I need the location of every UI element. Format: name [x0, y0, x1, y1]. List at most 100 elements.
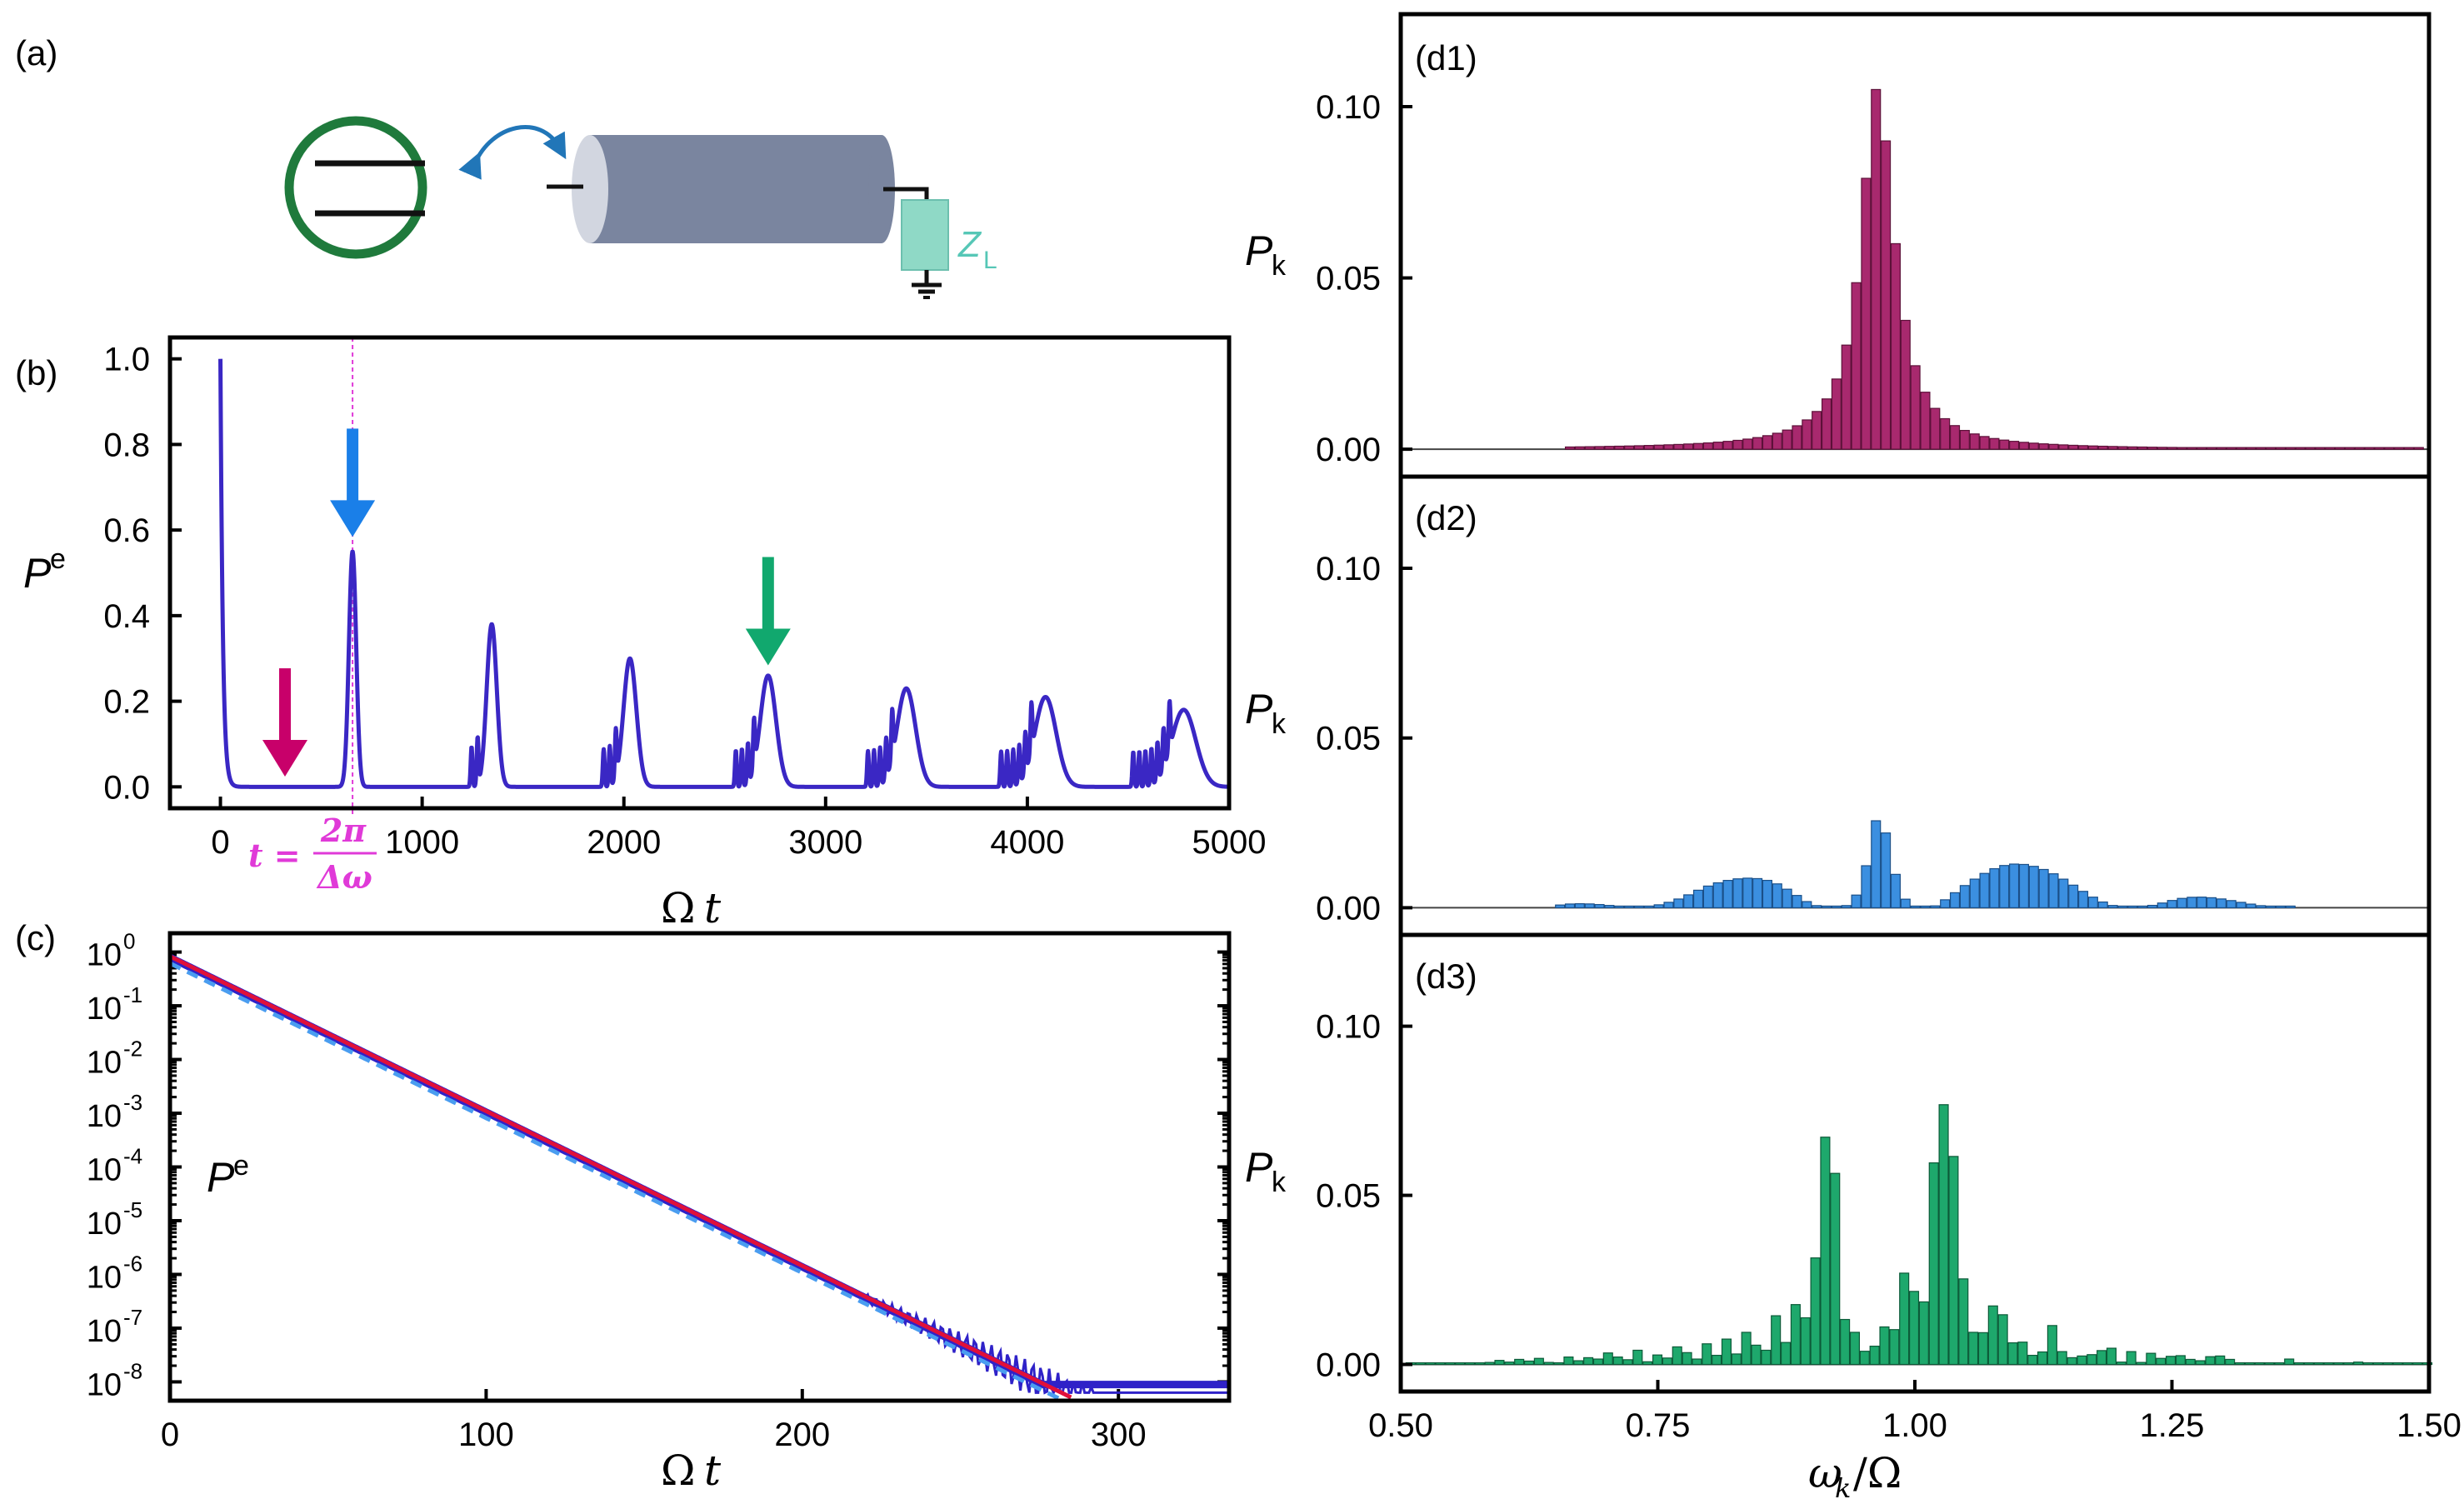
- spectrum-bar: [2187, 897, 2197, 909]
- spectrum-bar: [1920, 392, 1931, 450]
- spectrum-bar: [1890, 873, 1901, 909]
- spectrum-bar: [2058, 878, 2069, 908]
- panel-b-frame: [167, 335, 1232, 811]
- spectrum-bar: [2285, 905, 2296, 909]
- spectrum-bar: [2087, 1354, 2097, 1366]
- spectrum-bar: [1889, 1329, 1900, 1366]
- spectrum-bar: [2244, 1362, 2255, 1366]
- spectrum-bar: [1908, 1291, 1920, 1366]
- spectrum-bar: [1692, 889, 1704, 909]
- spectrum-bar: [2394, 447, 2405, 450]
- spectrum-bar: [2177, 897, 2187, 908]
- spectrum-bar: [2068, 884, 2079, 909]
- d-ytick-label: 0.10: [1316, 551, 1381, 587]
- spectrum-bar: [1624, 445, 1635, 450]
- spectrum-bar: [1702, 885, 1713, 909]
- spectrum-bar: [2097, 445, 2108, 450]
- spectrum-bar: [2077, 445, 2089, 450]
- c-ytick-base: 10: [87, 1046, 122, 1081]
- spectrum-bar: [2147, 904, 2157, 909]
- spectrum-bar: [1792, 425, 1802, 450]
- spectrum-bar: [1790, 1304, 1801, 1366]
- excited-population-decay-curve: [170, 953, 1229, 1389]
- spectrum-bar: [2353, 1362, 2364, 1366]
- spectrum-bar: [2333, 1362, 2344, 1366]
- spectrum-bar: [2187, 447, 2197, 450]
- spectrum-bar: [2323, 1362, 2334, 1366]
- b-ytick-label: 0.6: [103, 512, 150, 549]
- d-ytick-label: 0.05: [1316, 721, 1381, 757]
- spectrum-bar: [2048, 873, 2059, 909]
- spectrum-bar: [1594, 446, 1605, 450]
- spectrum-bar: [1642, 1361, 1653, 1366]
- spectrum-bar: [1742, 438, 1753, 450]
- spectrum-bar: [1662, 1357, 1672, 1366]
- panel-d: 0.00 0.05 0.10 0.00 0.05 0.10 0.00 0.05 0.10 0.50…: [1245, 12, 2462, 1499]
- panel-d-xlabel-main: ω: [1808, 1449, 1842, 1497]
- load-symbol: Z: [957, 224, 982, 265]
- spectrum-bar: [1742, 877, 1753, 909]
- spectrum-bar: [2382, 1362, 2393, 1366]
- spectrum-bar: [1989, 867, 2000, 909]
- c-ytick-base: 10: [87, 1207, 122, 1242]
- spectrum-bar: [2226, 900, 2237, 909]
- coupling-arrow-icon: [458, 125, 567, 180]
- spectrum-bar: [1455, 1362, 1466, 1366]
- panel-d2-ylabel-sub: k: [1272, 708, 1287, 740]
- load-subscript: L: [983, 247, 997, 274]
- spectrum-bar: [2127, 905, 2138, 909]
- spectrum-bar: [1425, 1362, 1436, 1366]
- spectrum-bar: [2216, 447, 2227, 450]
- spectrum-bar: [1514, 1358, 1525, 1366]
- spectrum-bar: [2205, 1356, 2216, 1366]
- spectrum-bar: [1553, 1362, 1564, 1366]
- spectrum-bar: [2354, 447, 2365, 450]
- load-resistor-icon: Z L: [883, 187, 997, 274]
- spectrum-bar: [1959, 429, 1970, 450]
- spectrum-bar: [1849, 1332, 1860, 1366]
- panel-a: (a) Z L: [15, 33, 997, 299]
- spectrum-bar: [1780, 1342, 1792, 1366]
- spectrum-bar: [1683, 443, 1694, 450]
- spectrum-bar: [1622, 1359, 1633, 1366]
- spectrum-bar: [2106, 1347, 2117, 1366]
- spectrum-bar: [1435, 1362, 1446, 1366]
- spectrum-bar: [2136, 1362, 2147, 1366]
- spectrum-bar: [1564, 446, 1576, 450]
- spectrum-bar: [1504, 1362, 1515, 1366]
- spectrum-bar: [2313, 1362, 2324, 1366]
- spectrum-bar: [1682, 1352, 1692, 1366]
- spectrum-bar: [1663, 444, 1674, 450]
- panel-b-xlabel-var: t: [704, 884, 722, 932]
- spectrum-bar: [2234, 1362, 2246, 1366]
- b-xtick-label: 1000: [385, 824, 459, 861]
- panel-d3-frame: [1398, 932, 2432, 1394]
- spectrum-bar: [1632, 1349, 1643, 1366]
- spectrum-bar: [1772, 883, 1782, 909]
- spectrum-bar: [2266, 905, 2277, 909]
- spectrum-bar: [2177, 447, 2187, 450]
- spectrum-bar: [2077, 1355, 2087, 1366]
- spectrum-bar: [1762, 435, 1772, 450]
- spectrum-bar: [2028, 442, 2039, 450]
- spectrum-bar: [1692, 442, 1704, 450]
- spectrum-bar: [1841, 344, 1852, 450]
- panel-b: (b) 0 1000 2000 3000 4000 5000 0.0 0.2 0.4 0.6 0.8…: [15, 335, 1266, 932]
- spectrum-bar: [1840, 1318, 1851, 1366]
- spectrum-bar: [1741, 1332, 1752, 1366]
- spectrum-bar: [1831, 378, 1842, 450]
- panel-b-label: (b): [15, 353, 57, 392]
- c-ytick-exponent: 0: [123, 929, 135, 954]
- spectrum-bar: [1900, 898, 1911, 909]
- spectrum-bar: [1899, 1272, 1910, 1366]
- annotation-denominator: Δω: [316, 858, 372, 896]
- spectrum-bar: [2097, 901, 2108, 909]
- spectrum-bar: [1533, 1357, 1544, 1366]
- spectrum-bar: [1949, 892, 1961, 909]
- c-xtick-label: 200: [774, 1417, 830, 1453]
- spectrum-bar: [2264, 1362, 2275, 1366]
- panel-d3-ylabel-sub: k: [1272, 1167, 1287, 1198]
- spectrum-bar: [1900, 319, 1911, 450]
- spectrum-bar: [1930, 407, 1941, 450]
- spectrum-bar: [1782, 888, 1792, 909]
